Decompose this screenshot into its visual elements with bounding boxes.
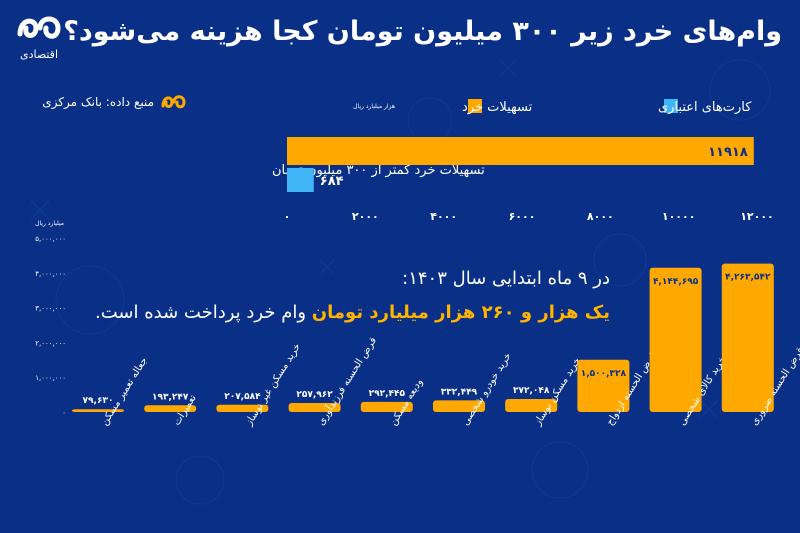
horizontal-xtick-label: ۱۰۰۰۰ — [662, 210, 696, 223]
vertical-bar — [360, 401, 413, 412]
horizontal-xtick-label: ۲۰۰۰ — [352, 210, 379, 223]
legend-label-small-loans: تسهیلات خرد — [462, 100, 533, 115]
logo-mark-icon — [17, 16, 61, 39]
source-text: منبع داده: بانک مرکزی — [42, 95, 154, 109]
vertical-category-label: خرید مسکن غیر نوساز — [243, 341, 303, 428]
legend-swatch-blue — [664, 99, 678, 113]
legend-unit: هزار میلیارد ریال — [353, 103, 395, 110]
vertical-ytick-label: ۰ — [62, 409, 66, 417]
vertical-bar — [144, 405, 197, 412]
caption-line2: یک هزار و ۲۶۰ هزار میلیارد تومان وام خرد… — [95, 302, 610, 323]
vertical-bar — [72, 409, 124, 412]
horizontal-bar-1 — [287, 168, 314, 192]
vertical-bar — [721, 263, 774, 412]
vertical-ytick-label: ۱,۰۰۰,۰۰۰ — [35, 374, 66, 382]
caption-rest: وام خرد پرداخت شده است. — [95, 302, 307, 323]
vertical-bar-value-label: ۲۵۷,۹۶۲ — [296, 390, 333, 400]
horizontal-category-label: تسهیلات خرد کمتر از ۳۰۰ میلیون تومان — [272, 163, 485, 178]
vertical-bar-value-label: ۳۷۲,۰۴۸ — [513, 386, 550, 396]
vertical-ytick-label: ۴,۰۰۰,۰۰۰ — [35, 270, 66, 278]
page-title: وام‌های خرد زیر ۳۰۰ میلیون تومان کجا هزی… — [63, 16, 782, 47]
caption-highlight: یک هزار و ۲۶۰ هزار میلیارد تومان — [311, 302, 610, 323]
vertical-bar-value-label: ۳۳۲,۴۴۹ — [441, 387, 478, 397]
vertical-bar — [216, 404, 269, 412]
logo-text: اقتصادی — [19, 48, 59, 61]
horizontal-bar-value-label-1: ۶۸۴ — [320, 174, 344, 189]
vertical-bar-value-label: ۲۰۷,۵۸۴ — [224, 392, 261, 402]
vertical-ytick-label: ۳,۰۰۰,۰۰۰ — [35, 305, 66, 313]
vertical-bar-value-label: ۷۹,۶۳۰ — [83, 396, 114, 406]
vertical-bar-value-label: ۱,۵۰۰,۳۲۸ — [581, 369, 627, 379]
vertical-category-label: قرض الحسنه فرزندآوری — [314, 334, 379, 427]
vertical-bar-value-label: ۱۹۳,۲۴۷ — [152, 392, 189, 402]
horizontal-xtick-label: ۶۰۰۰ — [509, 210, 536, 223]
vertical-bar — [505, 399, 558, 412]
vertical-bar-value-label: ۴,۱۴۴,۶۹۵ — [653, 277, 699, 287]
vertical-unit-label: میلیارد ریال — [35, 220, 64, 227]
vertical-bar-value-label: ۴,۲۶۳,۵۴۲ — [725, 273, 771, 283]
vertical-bar — [577, 359, 630, 412]
vertical-category-label: جعاله تعمیر مسکن — [99, 355, 150, 427]
logo: اقتصادی — [14, 8, 64, 66]
vertical-bar — [433, 400, 485, 412]
legend-swatch-orange — [468, 99, 482, 113]
horizontal-xtick-label: ۴۰۰۰ — [430, 210, 457, 223]
caption-line1: در ۹ ماه ابتدایی سال ۱۴۰۳: — [402, 268, 610, 289]
vertical-bar-value-label: ۲۹۲,۴۴۵ — [369, 389, 406, 399]
vertical-ytick-label: ۲,۰۰۰,۰۰۰ — [35, 339, 66, 347]
horizontal-xtick-label: ۰ — [284, 210, 291, 223]
vertical-ytick-label: ۵,۰۰۰,۰۰۰ — [35, 235, 66, 243]
horizontal-xtick-label: ۱۲۰۰۰ — [740, 210, 774, 223]
vertical-bar — [649, 267, 702, 412]
horizontal-bar-value-label-0: ۱۱۹۱۸ — [708, 145, 748, 160]
horizontal-bar-0 — [287, 137, 754, 165]
horizontal-xtick-label: ۸۰۰۰ — [587, 210, 614, 223]
legend-label-credit-cards: کارت‌های اعتباری — [658, 100, 752, 115]
source-logo-icon — [161, 95, 186, 109]
vertical-bar — [288, 403, 341, 412]
